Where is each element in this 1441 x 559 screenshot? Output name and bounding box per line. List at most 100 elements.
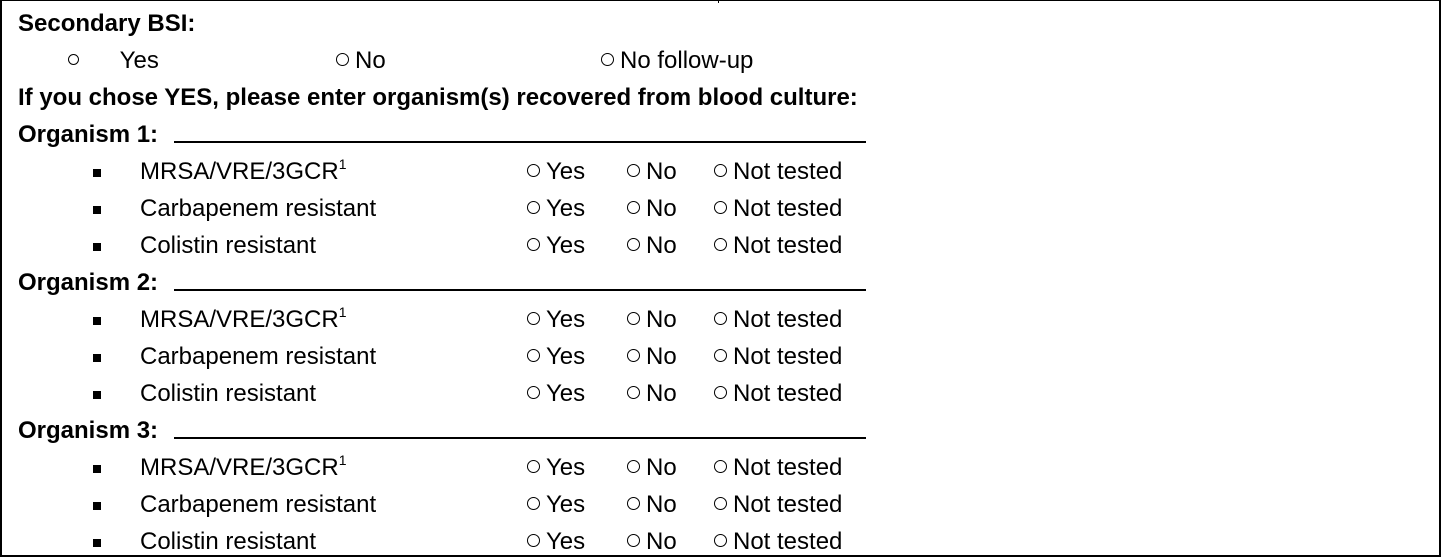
test-option-no[interactable]: No bbox=[627, 380, 677, 408]
test-name: Colistin resistant bbox=[140, 232, 317, 259]
test-name: MRSA/VRE/3GCR1 bbox=[140, 452, 347, 481]
test-option-not-tested[interactable]: Not tested bbox=[714, 306, 842, 334]
test-option-yes[interactable]: Yes bbox=[527, 195, 585, 223]
radio-circle-icon[interactable] bbox=[527, 164, 540, 178]
bsi-form: Secondary BSI: Yes No No follow-up If yo… bbox=[18, 4, 1441, 559]
test-name: Carbapenem resistant bbox=[140, 343, 377, 370]
radio-circle-icon[interactable] bbox=[527, 534, 540, 548]
radio-circle-icon[interactable] bbox=[714, 312, 727, 326]
square-bullet-icon bbox=[93, 317, 101, 325]
secondary-bsi-label: Secondary BSI: bbox=[18, 10, 196, 37]
radio-circle-icon[interactable] bbox=[627, 349, 640, 363]
test-option-not-tested[interactable]: Not tested bbox=[714, 380, 842, 408]
test-name: Colistin resistant bbox=[140, 528, 317, 555]
radio-circle-icon[interactable] bbox=[627, 534, 640, 548]
radio-circle-icon[interactable] bbox=[714, 497, 727, 511]
radio-circle-icon[interactable] bbox=[601, 53, 614, 67]
test-row: Carbapenem resistant Yes No Not tested bbox=[18, 337, 1441, 374]
test-row: Colistin resistant Yes No Not tested bbox=[18, 226, 1441, 263]
radio-circle-icon[interactable] bbox=[627, 201, 640, 215]
bsi-option-no[interactable]: No bbox=[336, 47, 386, 75]
test-name: MRSA/VRE/3GCR1 bbox=[140, 304, 347, 333]
square-bullet-icon bbox=[93, 206, 101, 214]
bsi-option-yes[interactable]: Yes bbox=[68, 47, 159, 75]
radio-circle-icon[interactable] bbox=[527, 386, 540, 400]
square-bullet-icon bbox=[93, 502, 101, 510]
radio-circle-icon[interactable] bbox=[714, 534, 727, 548]
test-row: Carbapenem resistant Yes No Not tested bbox=[18, 189, 1441, 226]
organism-label: Organism 2: bbox=[18, 269, 159, 296]
radio-circle-icon[interactable] bbox=[68, 54, 79, 66]
test-option-not-tested[interactable]: Not tested bbox=[714, 343, 842, 371]
radio-circle-icon[interactable] bbox=[627, 238, 640, 252]
test-option-yes[interactable]: Yes bbox=[527, 232, 585, 260]
radio-circle-icon[interactable] bbox=[714, 201, 727, 215]
test-option-no[interactable]: No bbox=[627, 306, 677, 334]
radio-circle-icon[interactable] bbox=[714, 460, 727, 474]
test-option-yes[interactable]: Yes bbox=[527, 158, 585, 186]
radio-circle-icon[interactable] bbox=[627, 460, 640, 474]
square-bullet-icon bbox=[93, 169, 101, 177]
radio-circle-icon[interactable] bbox=[714, 386, 727, 400]
test-option-no[interactable]: No bbox=[627, 232, 677, 260]
square-bullet-icon bbox=[93, 243, 101, 251]
organism-2-input-line[interactable] bbox=[168, 263, 866, 291]
test-option-not-tested[interactable]: Not tested bbox=[714, 491, 842, 519]
test-option-no[interactable]: No bbox=[627, 195, 677, 223]
test-row: MRSA/VRE/3GCR1 Yes No Not tested bbox=[18, 300, 1441, 337]
organism-1-row: Organism 1: bbox=[18, 115, 1441, 152]
organism-3-row: Organism 3: bbox=[18, 411, 1441, 448]
test-name: Carbapenem resistant bbox=[140, 491, 377, 518]
square-bullet-icon bbox=[93, 465, 101, 473]
radio-circle-icon[interactable] bbox=[527, 238, 540, 252]
test-option-yes[interactable]: Yes bbox=[527, 380, 585, 408]
radio-circle-icon[interactable] bbox=[627, 164, 640, 178]
test-option-yes[interactable]: Yes bbox=[527, 306, 585, 334]
secondary-bsi-options-row: Yes No No follow-up bbox=[18, 41, 1441, 78]
organisms-section: Organism 1: MRSA/VRE/3GCR1 Yes No Not tested… bbox=[18, 115, 1441, 559]
test-option-no[interactable]: No bbox=[627, 158, 677, 186]
test-option-yes[interactable]: Yes bbox=[527, 528, 585, 556]
test-option-not-tested[interactable]: Not tested bbox=[714, 195, 842, 223]
test-option-no[interactable]: No bbox=[627, 343, 677, 371]
test-option-not-tested[interactable]: Not tested bbox=[714, 158, 842, 186]
radio-circle-icon[interactable] bbox=[714, 349, 727, 363]
organism-2-row: Organism 2: bbox=[18, 263, 1441, 300]
organism-1-input-line[interactable] bbox=[168, 115, 866, 143]
test-option-no[interactable]: No bbox=[627, 491, 677, 519]
test-option-yes[interactable]: Yes bbox=[527, 343, 585, 371]
square-bullet-icon bbox=[93, 391, 101, 399]
radio-circle-icon[interactable] bbox=[627, 386, 640, 400]
radio-circle-icon[interactable] bbox=[527, 460, 540, 474]
test-name: Carbapenem resistant bbox=[140, 195, 377, 222]
radio-circle-icon[interactable] bbox=[627, 312, 640, 326]
test-row: Carbapenem resistant Yes No Not tested bbox=[18, 485, 1441, 522]
radio-circle-icon[interactable] bbox=[714, 164, 727, 178]
test-option-not-tested[interactable]: Not tested bbox=[714, 454, 842, 482]
radio-circle-icon[interactable] bbox=[527, 312, 540, 326]
test-name: Colistin resistant bbox=[140, 380, 317, 407]
test-option-not-tested[interactable]: Not tested bbox=[714, 232, 842, 260]
radio-circle-icon[interactable] bbox=[527, 349, 540, 363]
organism-3-input-line[interactable] bbox=[168, 411, 866, 439]
organism-label: Organism 3: bbox=[18, 417, 159, 444]
test-option-not-tested[interactable]: Not tested bbox=[714, 528, 842, 556]
test-row: MRSA/VRE/3GCR1 Yes No Not tested bbox=[18, 152, 1441, 189]
radio-circle-icon[interactable] bbox=[627, 497, 640, 511]
square-bullet-icon bbox=[93, 539, 101, 547]
test-option-no[interactable]: No bbox=[627, 528, 677, 556]
test-option-no[interactable]: No bbox=[627, 454, 677, 482]
test-name: MRSA/VRE/3GCR1 bbox=[140, 156, 347, 185]
test-option-yes[interactable]: Yes bbox=[527, 454, 585, 482]
radio-circle-icon[interactable] bbox=[527, 497, 540, 511]
test-row: MRSA/VRE/3GCR1 Yes No Not tested bbox=[18, 448, 1441, 485]
secondary-bsi-heading-row: Secondary BSI: bbox=[18, 4, 1441, 41]
test-option-yes[interactable]: Yes bbox=[527, 491, 585, 519]
radio-circle-icon[interactable] bbox=[714, 238, 727, 252]
radio-circle-icon[interactable] bbox=[336, 53, 349, 67]
organism-label: Organism 1: bbox=[18, 121, 159, 148]
radio-circle-icon[interactable] bbox=[527, 201, 540, 215]
bsi-option-no-follow-up[interactable]: No follow-up bbox=[601, 47, 753, 75]
square-bullet-icon bbox=[93, 354, 101, 362]
